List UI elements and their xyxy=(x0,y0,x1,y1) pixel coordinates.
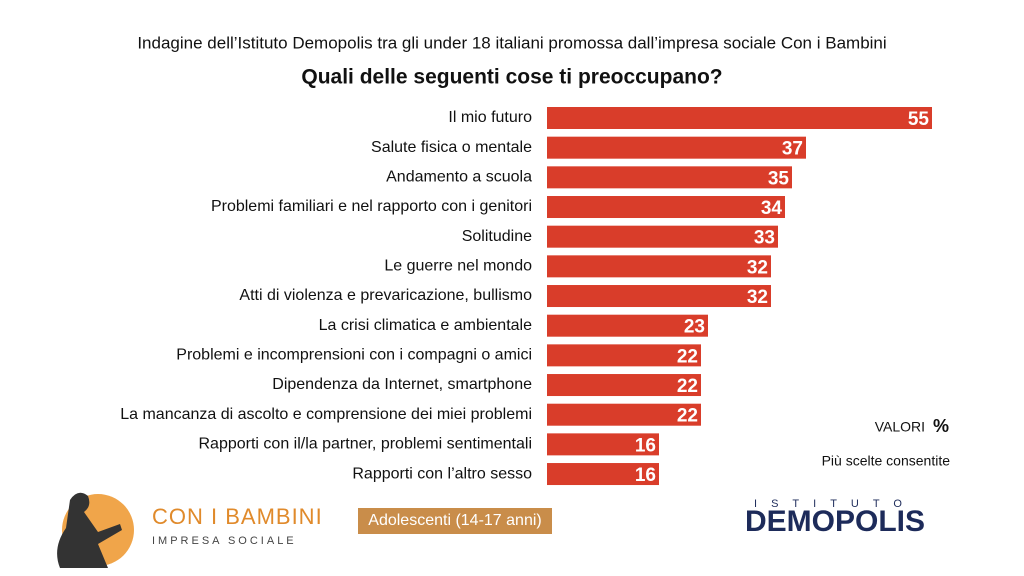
bar xyxy=(547,314,708,337)
category-label: Dipendenza da Internet, smartphone xyxy=(272,376,532,393)
category-label: Problemi e incomprensioni con i compagni… xyxy=(176,347,532,364)
logo-con-i-bambini: CON I BAMBINI IMPRESA SOCIALE xyxy=(57,492,323,568)
value-label: 37 xyxy=(782,139,803,160)
note: Più scelte consentite xyxy=(822,453,951,469)
group-badge xyxy=(358,508,552,534)
category-label: La mancanza di ascolto e comprensione de… xyxy=(120,406,532,423)
value-label: 16 xyxy=(635,435,656,456)
value-label: 34 xyxy=(761,198,783,219)
chart-title: Quali delle seguenti cose ti preoccupano… xyxy=(301,66,722,89)
logo-demopolis: ISTITUTO DEMOPOLIS xyxy=(745,498,925,538)
value-label: 22 xyxy=(677,346,698,367)
value-label: 22 xyxy=(677,406,698,427)
logo-figure xyxy=(57,492,122,568)
bar xyxy=(547,374,701,397)
logo-top: ISTITUTO xyxy=(754,498,916,510)
category-label: Salute fisica o mentale xyxy=(371,139,532,156)
category-label: Andamento a scuola xyxy=(386,169,532,186)
bar xyxy=(547,225,778,248)
category-label: Rapporti con l’altro sesso xyxy=(352,465,532,482)
logo-name: DEMOPOLIS xyxy=(745,505,925,538)
bar xyxy=(547,196,785,219)
chart-subtitle: Indagine dell’Istituto Demopolis tra gli… xyxy=(137,33,886,52)
bar xyxy=(547,285,771,308)
value-label: 35 xyxy=(768,168,790,189)
bar xyxy=(547,344,701,367)
bar xyxy=(547,463,659,486)
value-label: 32 xyxy=(747,287,768,308)
category-label: Rapporti con il/la partner, problemi sen… xyxy=(199,436,533,453)
group-label: Adolescenti (14-17 anni) xyxy=(368,512,541,529)
unit-symbol: % xyxy=(933,416,949,436)
category-label: La crisi climatica e ambientale xyxy=(319,317,533,334)
bar xyxy=(547,136,806,159)
logo-name: CON I BAMBINI xyxy=(152,504,323,529)
bar xyxy=(547,255,771,278)
category-label: Le guerre nel mondo xyxy=(384,258,532,275)
value-label: 23 xyxy=(684,317,705,338)
bar xyxy=(547,403,701,426)
value-label: 22 xyxy=(677,376,698,397)
bar xyxy=(547,166,792,189)
category-label: Atti di violenza e prevaricazione, bulli… xyxy=(239,287,532,304)
category-label: Solitudine xyxy=(462,228,532,245)
value-label: 33 xyxy=(754,228,775,249)
category-label: Problemi familiari e nel rapporto con i … xyxy=(211,198,532,215)
value-label: 32 xyxy=(747,257,768,278)
unit-label: VALORI xyxy=(875,419,925,435)
bar xyxy=(547,107,932,129)
value-label: 16 xyxy=(635,465,656,486)
bar xyxy=(547,433,659,456)
logo-tagline: IMPRESA SOCIALE xyxy=(152,535,297,547)
value-label: 55 xyxy=(908,109,930,130)
category-label: Il mio futuro xyxy=(448,109,532,126)
